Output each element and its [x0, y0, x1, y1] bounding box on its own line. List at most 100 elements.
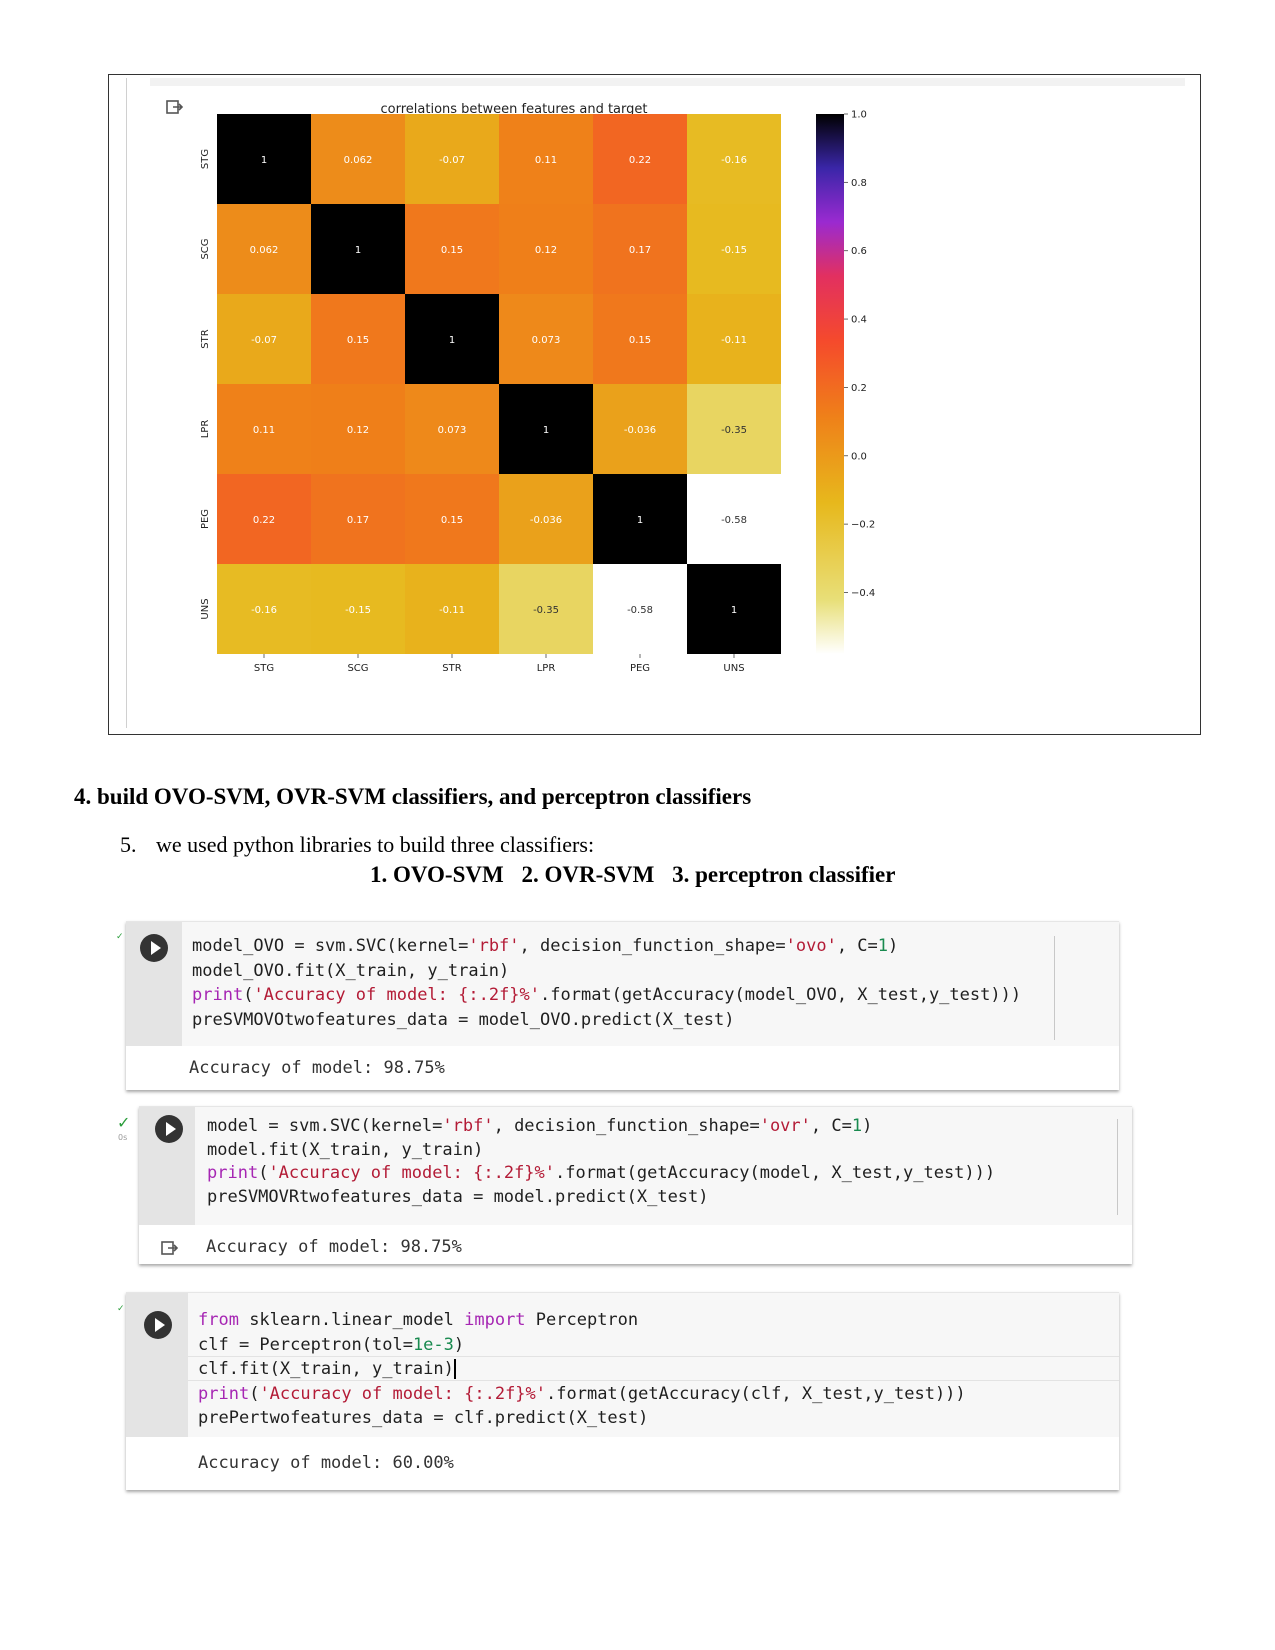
- heatmap-y-tick-label: UNS: [200, 598, 211, 619]
- code-cell-ovr[interactable]: model = svm.SVC(kernel='rbf', decision_f…: [139, 1106, 1132, 1264]
- heatmap-cell-label: 0.15: [629, 335, 651, 346]
- code-line: preSVMOVRtwofeatures_data = model.predic…: [207, 1186, 709, 1207]
- heatmap-cell-label: 0.11: [253, 425, 275, 436]
- heatmap-cell: [687, 564, 781, 654]
- code-editor[interactable]: model = svm.SVC(kernel='rbf', decision_f…: [195, 1107, 1132, 1225]
- code-cell-ovo[interactable]: model_OVO = svm.SVC(kernel='rbf', decisi…: [126, 921, 1119, 1090]
- cell-output: Accuracy of model: 98.75%: [206, 1237, 462, 1257]
- heatmap-cell: [687, 114, 781, 204]
- cell-status-tick: ✓: [117, 1304, 125, 1314]
- colorbar-tick-label: 0.6: [851, 246, 867, 257]
- heatmap-cell: [593, 114, 687, 204]
- heatmap-cell-label: 0.073: [438, 425, 467, 436]
- code-line: model = svm.SVC(kernel='rbf', decision_f…: [207, 1116, 873, 1136]
- heatmap-cell: [217, 384, 311, 474]
- heatmap-cell-label: -0.11: [439, 605, 465, 616]
- code-line: prePertwofeatures_data = clf.predict(X_t…: [198, 1408, 649, 1428]
- heatmap-cell-label: 0.22: [253, 515, 275, 526]
- text-cursor: [453, 1359, 456, 1379]
- heatmap-cell-label: 0.15: [441, 245, 463, 256]
- colorbar-tick-label: 0.8: [851, 178, 867, 189]
- heatmap-cell-label: 0.17: [347, 515, 369, 526]
- heatmap-y-tick-label: STG: [200, 149, 211, 169]
- heatmap-cell-label: 1: [637, 515, 643, 526]
- classifier-item: 1. OVO-SVM: [370, 862, 504, 887]
- code-line: print('Accuracy of model: {:.2f}%'.forma…: [198, 1383, 966, 1404]
- heatmap-cell-label: 1: [449, 335, 455, 346]
- heatmap-cell-label: 0.073: [532, 335, 561, 346]
- code-line: model_OVO.fit(X_train, y_train): [192, 960, 510, 981]
- cell-output: Accuracy of model: 60.00%: [198, 1453, 454, 1473]
- code-line: print('Accuracy of model: {:.2f}%'.forma…: [207, 1163, 996, 1183]
- heatmap-cell-label: 0.062: [250, 245, 279, 256]
- heatmap-cell: [499, 114, 593, 204]
- heatmap-cell: [311, 114, 405, 204]
- heatmap-cell-label: 0.11: [535, 155, 557, 166]
- heatmap-cell-label: -0.11: [721, 335, 747, 346]
- section-heading: 4. build OVO-SVM, OVR-SVM classifiers, a…: [74, 784, 752, 809]
- intro-list-item: 5. we used python libraries to build thre…: [120, 832, 594, 858]
- heatmap-cell: [499, 294, 593, 384]
- heatmap-y-tick-label: SCG: [200, 238, 211, 259]
- output-arrow-icon: [166, 100, 184, 114]
- heatmap-cell-label: 0.17: [629, 245, 651, 256]
- colorbar-tick-label: −0.2: [851, 520, 875, 531]
- heatmap-x-tick-label: PEG: [630, 663, 650, 674]
- heatmap-cell: [405, 294, 499, 384]
- heatmap-cell: [687, 384, 781, 474]
- heatmap-cell: [217, 114, 311, 204]
- cell-status-tick: ✓: [116, 932, 124, 942]
- classifier-item: 2. OVR-SVM: [521, 862, 655, 887]
- heatmap-cell-label: -0.58: [627, 605, 653, 616]
- run-cell-button[interactable]: [144, 1311, 172, 1339]
- heatmap-x-tick-label: STG: [254, 663, 274, 674]
- code-line: clf.fit(X_train, y_train): [198, 1359, 456, 1379]
- heatmap-cell-label: -0.16: [251, 605, 277, 616]
- heatmap-cell: [217, 204, 311, 294]
- heatmap-x-tick-label: SCG: [347, 663, 368, 674]
- heatmap-cell: [405, 204, 499, 294]
- heatmap-x-labels: STG SCG STR LPR PEG UNS: [254, 654, 745, 674]
- code-line: clf = Perceptron(tol=1e-3): [198, 1334, 465, 1355]
- heatmap-cell-label: 0.12: [347, 425, 369, 436]
- heatmap-y-tick-label: PEG: [200, 509, 211, 529]
- heatmap-cell: [405, 474, 499, 564]
- heatmap-cell: [217, 564, 311, 654]
- heatmap-cell-label: 0.12: [535, 245, 557, 256]
- heatmap-cell: [499, 384, 593, 474]
- code-cell-perceptron[interactable]: from sklearn.linear_model import Percept…: [126, 1292, 1119, 1490]
- heatmap-cell-label: 1: [543, 425, 549, 436]
- figure-frame: [108, 74, 1201, 735]
- heatmap-cell: [593, 294, 687, 384]
- heatmap-cell-label: -0.07: [439, 155, 465, 166]
- code-editor[interactable]: model_OVO = svm.SVC(kernel='rbf', decisi…: [182, 922, 1119, 1046]
- cell-output: Accuracy of model: 98.75%: [189, 1058, 445, 1078]
- intro-number: 5.: [120, 832, 137, 857]
- heatmap-cell-label: -0.35: [533, 605, 559, 616]
- heatmap-cell: [499, 204, 593, 294]
- heatmap-cell: [593, 384, 687, 474]
- colorbar-tick-label: 0.2: [851, 383, 867, 394]
- colorbar-tick-label: 0.4: [851, 315, 867, 326]
- run-cell-button[interactable]: [140, 934, 168, 962]
- heatmap-cell: [687, 294, 781, 384]
- code-line: print('Accuracy of model: {:.2f}%'.forma…: [192, 985, 1022, 1005]
- heatmap-cell-label: 0.062: [344, 155, 373, 166]
- cell-status-tick: ✓: [117, 1113, 131, 1132]
- intro-text: we used python libraries to build three …: [156, 832, 595, 857]
- heatmap-cells: 1 0.062 -0.07 0.11 0.22 -0.16 0.062 1 0.15 0.12 0.…: [217, 114, 781, 654]
- code-ruler: [1117, 1119, 1118, 1215]
- run-cell-button[interactable]: [155, 1115, 183, 1143]
- heatmap-cell: [311, 294, 405, 384]
- heatmap-cell: [311, 204, 405, 294]
- code-line: preSVMOVOtwofeatures_data = model_OVO.pr…: [192, 1009, 735, 1030]
- colorbar-tick-label: 0.0: [851, 451, 867, 462]
- colorbar-tick-label: −0.4: [851, 588, 875, 599]
- heatmap-cell: [311, 474, 405, 564]
- heatmap-cell: [687, 204, 781, 294]
- heatmap-cell-label: 1: [355, 245, 361, 256]
- code-editor[interactable]: from sklearn.linear_model import Percept…: [188, 1293, 1119, 1437]
- heatmap-cell-label: 1: [261, 155, 267, 166]
- heatmap-y-labels: STG SCG STR LPR PEG UNS: [200, 149, 211, 620]
- code-line: model_OVO = svm.SVC(kernel='rbf', decisi…: [192, 936, 899, 956]
